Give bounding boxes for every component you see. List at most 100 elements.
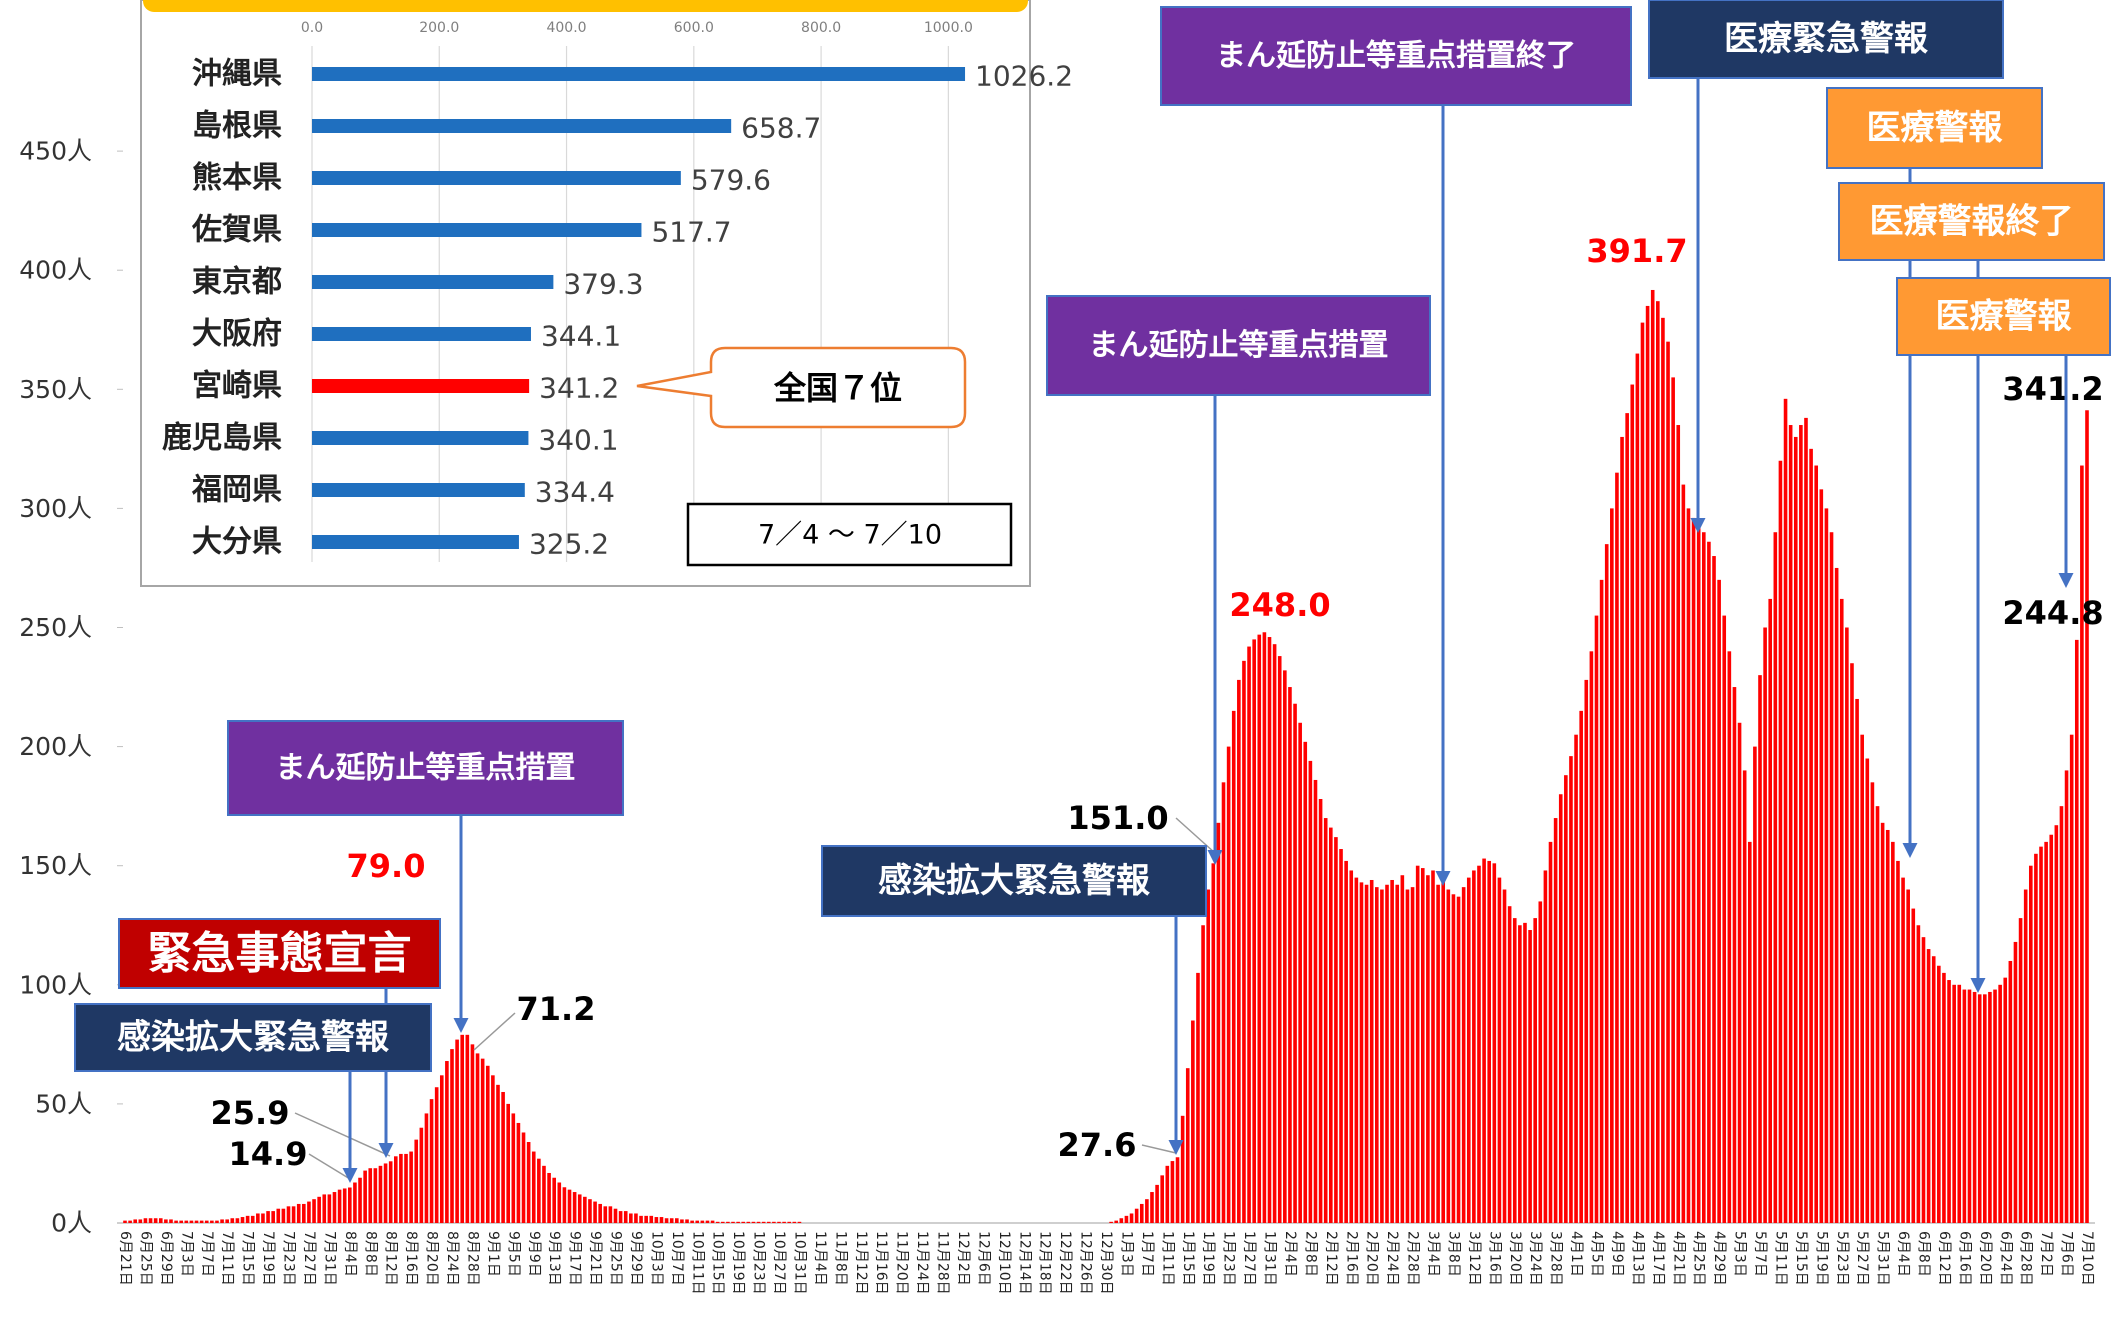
- y-tick-label: 100人: [19, 970, 92, 999]
- bar: [1134, 1208, 1139, 1223]
- data-label: 27.6: [1058, 1126, 1137, 1164]
- bar: [332, 1192, 337, 1223]
- x-tick-label: 4月13日: [1629, 1231, 1645, 1286]
- bar: [250, 1215, 255, 1223]
- x-tick-label: 12月18日: [1037, 1231, 1053, 1295]
- x-tick-label: 2月4日: [1282, 1231, 1298, 1277]
- bar: [1477, 865, 1481, 1223]
- data-label: 248.0: [1229, 586, 1330, 624]
- bar: [2049, 834, 2054, 1223]
- annotation-text: まん延防止等重点措置: [276, 751, 576, 786]
- inset-bar: [312, 67, 966, 81]
- x-tick-label: 8月12日: [383, 1231, 399, 1286]
- bar: [792, 1221, 797, 1223]
- data-label: 391.7: [1586, 232, 1687, 270]
- bar: [281, 1208, 286, 1223]
- bar: [1640, 322, 1645, 1223]
- bar: [531, 1151, 536, 1223]
- x-tick-label: 3月16日: [1486, 1231, 1502, 1286]
- x-tick-label: 2月8日: [1302, 1231, 1318, 1277]
- x-tick-label: 7月23日: [281, 1231, 297, 1286]
- x-tick-label: 5月7日: [1752, 1231, 1768, 1277]
- bar: [1712, 556, 1716, 1223]
- bar: [220, 1219, 224, 1223]
- bar: [1799, 425, 1803, 1223]
- bar: [194, 1220, 199, 1223]
- bar: [2034, 853, 2038, 1223]
- bar: [383, 1163, 388, 1223]
- bar: [639, 1215, 643, 1223]
- bar: [312, 1199, 316, 1223]
- data-label: 71.2: [517, 990, 596, 1028]
- bar: [726, 1221, 730, 1223]
- bar: [184, 1220, 189, 1223]
- bar: [1875, 806, 1880, 1223]
- bar: [1993, 989, 1997, 1223]
- bar: [1737, 722, 1742, 1223]
- x-tick-label: 4月9日: [1609, 1231, 1625, 1277]
- bar: [756, 1221, 761, 1223]
- bar: [1814, 465, 1819, 1223]
- bar: [465, 1034, 470, 1223]
- bar: [353, 1182, 357, 1223]
- bar: [291, 1206, 296, 1223]
- bar: [1691, 517, 1696, 1223]
- leader-line: [473, 1012, 516, 1051]
- x-tick-label: 6月28日: [2018, 1231, 2034, 1286]
- bar: [1732, 687, 1737, 1223]
- bar: [1441, 877, 1446, 1223]
- bar: [1722, 615, 1727, 1223]
- bar: [317, 1196, 321, 1223]
- x-tick-label: 1月19日: [1200, 1231, 1216, 1286]
- bar: [567, 1189, 572, 1223]
- bar: [1518, 925, 1522, 1223]
- bar: [1369, 879, 1374, 1223]
- x-tick-label: 8月8日: [362, 1231, 378, 1277]
- bar: [1247, 646, 1251, 1223]
- bar: [256, 1213, 260, 1223]
- bar: [1589, 651, 1594, 1223]
- inset-bar: [312, 275, 554, 289]
- bar: [1180, 1115, 1185, 1223]
- inset-bar: [312, 379, 530, 393]
- bar: [1681, 484, 1686, 1224]
- x-tick-label: 6月12日: [1936, 1231, 1952, 1286]
- bar: [695, 1220, 700, 1223]
- x-tick-label: 5月19日: [1813, 1231, 1829, 1286]
- x-tick-label: 10月31日: [791, 1231, 807, 1295]
- bar: [1885, 829, 1890, 1223]
- bar: [1829, 532, 1834, 1223]
- inset-bar: [312, 535, 519, 549]
- x-tick-label: 12月14日: [1016, 1231, 1032, 1295]
- x-tick-label: 7月3日: [178, 1231, 194, 1277]
- bar: [572, 1192, 577, 1223]
- bar: [1257, 634, 1262, 1223]
- x-tick-label: 12月6日: [975, 1231, 991, 1286]
- bar: [1308, 760, 1313, 1223]
- y-tick-label: 350人: [19, 375, 92, 404]
- x-tick-label: 11月12日: [853, 1231, 869, 1295]
- x-tick-label: 7月31日: [321, 1231, 337, 1286]
- bar: [644, 1215, 648, 1223]
- bar: [1354, 877, 1359, 1223]
- y-tick-label: 450人: [19, 137, 92, 166]
- bar: [1431, 870, 1435, 1223]
- x-tick-label: 2月24日: [1384, 1231, 1400, 1286]
- bar: [1267, 637, 1272, 1223]
- bar: [404, 1153, 408, 1223]
- bar: [496, 1084, 500, 1223]
- bar: [485, 1065, 490, 1223]
- bar: [1773, 532, 1778, 1223]
- inset-category-label: 大阪府: [192, 317, 282, 352]
- bar: [1226, 746, 1231, 1223]
- x-tick-label: 5月27日: [1854, 1231, 1870, 1286]
- annotation-box: [1648, 0, 2004, 79]
- bar: [414, 1139, 419, 1223]
- inset-frame: [140, 0, 1031, 587]
- bar: [1942, 972, 1946, 1223]
- bar: [1860, 734, 1864, 1223]
- bar: [1569, 756, 1573, 1223]
- bar: [1339, 849, 1343, 1223]
- bar: [593, 1201, 597, 1223]
